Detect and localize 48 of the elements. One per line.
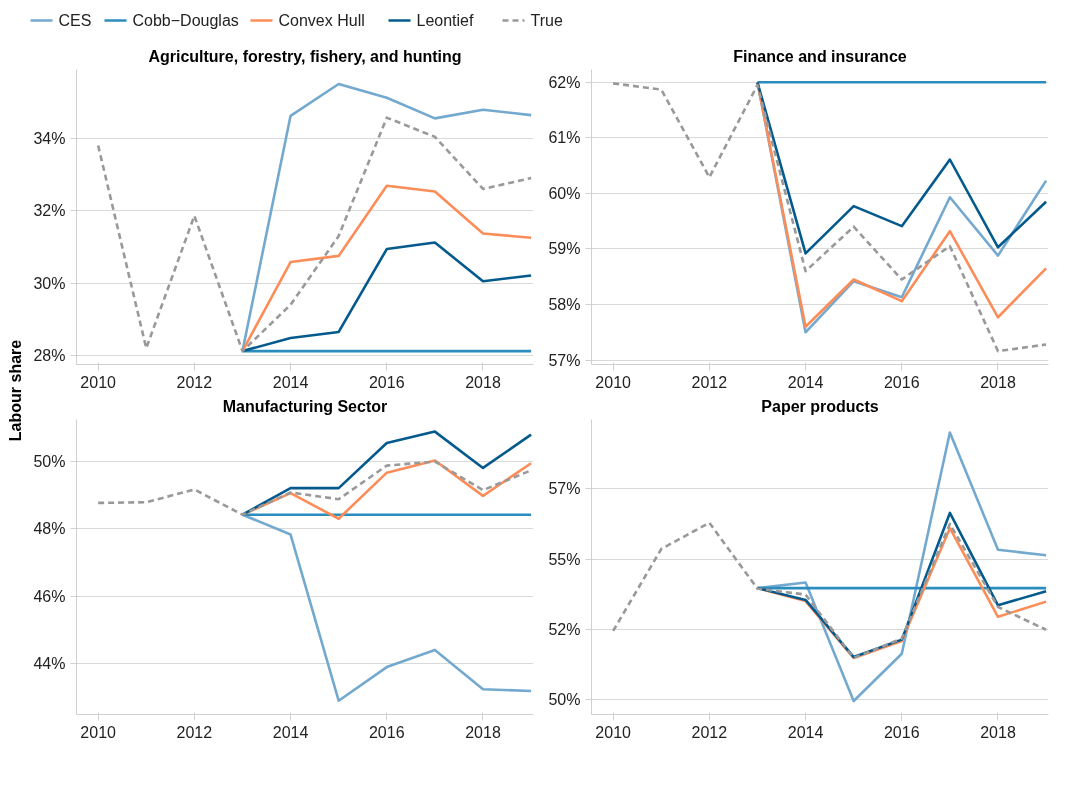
chart-title: Manufacturing Sector <box>222 397 388 415</box>
y-tick-label: 28% <box>33 346 66 364</box>
x-tick-label: 2018 <box>465 373 501 391</box>
x-tick-label: 2012 <box>176 373 213 391</box>
x-tick-label: 2014 <box>272 373 309 391</box>
y-tick-label: 46% <box>33 587 66 605</box>
x-tick-label: 2016 <box>368 723 405 741</box>
y-tick-label: 30% <box>33 274 66 292</box>
chart-title: Agriculture, forestry, fishery, and hunting <box>148 47 462 65</box>
legend-label: CES <box>58 12 92 29</box>
x-tick-label: 2018 <box>465 723 501 741</box>
y-tick-label: 58% <box>548 296 581 313</box>
y-tick-label: 32% <box>33 202 66 220</box>
x-tick-label: 2012 <box>691 723 728 741</box>
x-tick-label: 2018 <box>980 373 1016 391</box>
y-tick-label: 60% <box>548 184 581 202</box>
x-tick-label: 2012 <box>691 373 728 391</box>
x-tick-label: 2014 <box>272 723 309 741</box>
y-tick-label: 50% <box>33 453 66 471</box>
y-tick-label: 61% <box>548 129 581 147</box>
y-tick-label: 57% <box>548 480 581 498</box>
y-tick-label: 55% <box>548 550 581 568</box>
legend-label: True <box>530 12 563 29</box>
y-tick-label: 50% <box>548 691 581 709</box>
y-tick-label: 44% <box>33 654 66 672</box>
x-tick-label: 2010 <box>80 373 117 391</box>
legend-label: Convex Hull <box>278 12 365 29</box>
x-tick-label: 2016 <box>368 373 405 391</box>
x-tick-label: 2014 <box>787 373 824 391</box>
x-tick-label: 2018 <box>980 723 1016 741</box>
legend-label: Cobb−Douglas <box>132 12 239 29</box>
y-tick-label: 57% <box>548 351 581 369</box>
legend-label: Leontief <box>416 12 474 29</box>
x-tick-label: 2012 <box>176 723 213 741</box>
y-tick-label: 34% <box>33 129 66 147</box>
y-axis-title: Labour share <box>7 339 24 442</box>
y-tick-label: 52% <box>548 620 581 638</box>
x-tick-label: 2010 <box>595 723 632 741</box>
y-tick-label: 59% <box>548 240 581 258</box>
chart-title: Paper products <box>761 397 879 415</box>
y-tick-label: 62% <box>548 73 581 91</box>
x-tick-label: 2010 <box>595 373 632 391</box>
x-tick-label: 2016 <box>883 373 920 391</box>
chart-title: Finance and insurance <box>733 47 907 65</box>
y-tick-label: 48% <box>33 520 66 538</box>
x-tick-label: 2014 <box>787 723 824 741</box>
x-tick-label: 2016 <box>883 723 920 741</box>
x-tick-label: 2010 <box>80 723 117 741</box>
